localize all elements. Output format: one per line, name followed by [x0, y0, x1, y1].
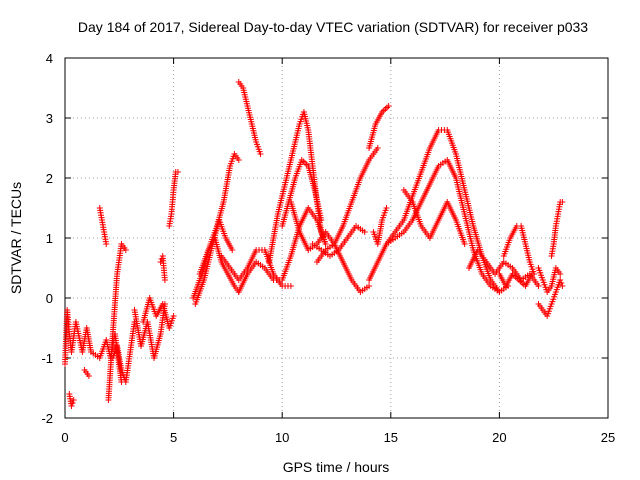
series-s5: [105, 241, 129, 403]
y-tick-label: -2: [41, 411, 53, 426]
series-s11: [190, 151, 242, 301]
plus-marker: [157, 259, 164, 265]
plus-marker: [383, 205, 390, 211]
series-s10: [166, 169, 181, 229]
series-s22: [366, 103, 392, 151]
plus-marker: [559, 283, 566, 289]
series-s27: [465, 247, 542, 289]
plus-marker: [170, 313, 177, 319]
series-s23: [370, 205, 390, 247]
series-s32: [548, 199, 566, 259]
x-tick-label: 0: [61, 430, 68, 445]
data-series: [62, 79, 566, 409]
y-tick-label: 3: [46, 111, 53, 126]
plus-marker: [535, 283, 542, 289]
axis-ticks: 0 5 10 15 20 25 -2 -1 0 1 2 3 4: [41, 51, 615, 445]
x-tick-label: 10: [275, 430, 289, 445]
plus-marker: [235, 157, 242, 163]
plus-marker: [85, 373, 92, 379]
series-s28: [500, 223, 538, 277]
series-s29: [496, 271, 535, 289]
x-axis-label: GPS time / hours: [283, 459, 390, 475]
y-tick-label: 0: [46, 291, 53, 306]
series-s26: [400, 187, 468, 247]
series-s8: [140, 295, 177, 331]
series-s31: [535, 265, 564, 295]
y-axis-label: SDTVAR / TECUs: [8, 182, 24, 294]
plus-marker: [557, 277, 564, 283]
y-tick-label: 1: [46, 231, 53, 246]
series-s19: [287, 199, 373, 295]
plus-marker: [161, 277, 168, 283]
plus-marker: [69, 400, 76, 406]
series-s21: [309, 223, 368, 259]
plus-marker: [385, 103, 392, 109]
plus-marker: [528, 271, 535, 277]
series-s7: [131, 301, 168, 361]
plus-marker: [229, 247, 236, 253]
plus-marker: [257, 151, 264, 157]
y-tick-label: -1: [41, 351, 53, 366]
series-s12: [192, 217, 236, 307]
plus-marker: [174, 169, 181, 175]
series-s14: [235, 79, 264, 157]
series-s2: [66, 391, 77, 409]
plus-marker: [122, 247, 129, 253]
chart-title: Day 184 of 2017, Sidereal Day-to-day VTE…: [78, 19, 588, 35]
plus-marker: [374, 145, 381, 151]
x-tick-label: 25: [601, 430, 615, 445]
x-tick-label: 5: [170, 430, 177, 445]
plus-marker: [70, 397, 77, 403]
plus-marker: [461, 241, 468, 247]
plus-marker: [68, 403, 75, 409]
plus-marker: [366, 283, 373, 289]
plus-marker: [318, 217, 325, 223]
series-s20: [313, 145, 381, 265]
series-s16: [218, 247, 294, 289]
series-s4: [96, 205, 110, 247]
plus-marker: [361, 229, 368, 235]
series-s3: [81, 367, 92, 379]
series-s6: [109, 319, 138, 385]
series-s25: [383, 157, 512, 295]
x-tick-label: 20: [492, 430, 506, 445]
x-tick-label: 15: [384, 430, 398, 445]
plus-marker: [557, 271, 564, 277]
series-s9: [157, 253, 168, 283]
series-s13: [196, 235, 242, 295]
plus-marker: [559, 199, 566, 205]
plus-marker: [287, 283, 294, 289]
series-s30: [535, 277, 566, 319]
plus-marker: [103, 241, 110, 247]
y-tick-label: 2: [46, 171, 53, 186]
plus-marker: [558, 280, 565, 286]
y-tick-label: 4: [46, 51, 53, 66]
plus-marker: [322, 241, 329, 247]
series-s15: [235, 205, 329, 295]
